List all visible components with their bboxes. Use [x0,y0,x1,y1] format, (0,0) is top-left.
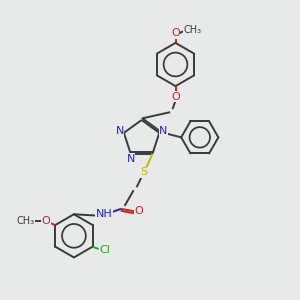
Text: O: O [171,28,180,38]
Text: S: S [141,167,148,177]
Text: N: N [116,126,124,136]
Text: O: O [134,206,143,216]
Text: NH: NH [96,209,112,219]
Text: N: N [127,154,135,164]
Text: Cl: Cl [100,245,111,255]
Text: O: O [171,92,180,102]
Text: N: N [159,126,168,136]
Text: CH₃: CH₃ [17,216,35,226]
Text: O: O [41,216,50,226]
Text: CH₃: CH₃ [184,25,202,35]
